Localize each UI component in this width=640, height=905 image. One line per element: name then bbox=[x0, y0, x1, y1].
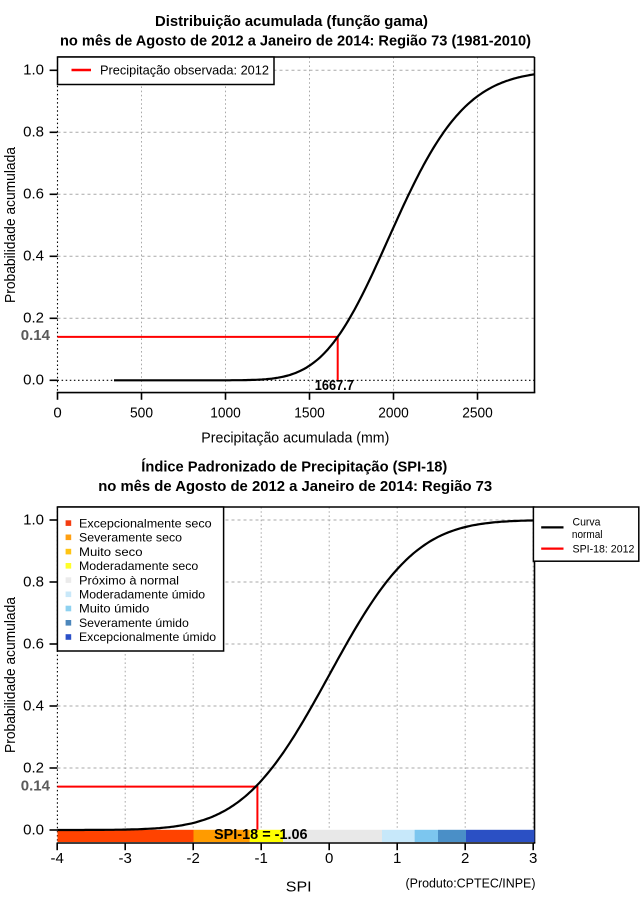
svg-text:1500: 1500 bbox=[294, 405, 325, 422]
svg-text:no mês de Agosto de 2012 a Jan: no mês de Agosto de 2012 a Janeiro de 20… bbox=[60, 33, 531, 50]
svg-text:3: 3 bbox=[529, 850, 537, 867]
svg-text:2: 2 bbox=[461, 850, 469, 867]
svg-text:Severamente úmido: Severamente úmido bbox=[79, 616, 189, 630]
svg-text:no mês de Agosto de 2012 a Jan: no mês de Agosto de 2012 a Janeiro de 20… bbox=[98, 478, 492, 495]
svg-text:Excepcionalmente úmido: Excepcionalmente úmido bbox=[79, 630, 216, 644]
svg-text:-4: -4 bbox=[51, 850, 64, 867]
svg-text:Moderadamente úmido: Moderadamente úmido bbox=[79, 588, 205, 602]
svg-text:Próximo à normal: Próximo à normal bbox=[79, 573, 179, 587]
svg-text:Probabilidade acumulada: Probabilidade acumulada bbox=[2, 146, 19, 303]
svg-text:Muito úmido: Muito úmido bbox=[79, 602, 150, 616]
svg-text:500: 500 bbox=[130, 405, 153, 422]
svg-text:0: 0 bbox=[53, 405, 61, 422]
svg-text:1667.7: 1667.7 bbox=[315, 377, 354, 394]
svg-text:0: 0 bbox=[325, 850, 333, 867]
svg-text:2500: 2500 bbox=[462, 405, 493, 422]
svg-text:0.0: 0.0 bbox=[23, 821, 44, 838]
svg-text:-1: -1 bbox=[255, 850, 268, 867]
svg-text:Curva: Curva bbox=[573, 517, 602, 529]
svg-text:1.0: 1.0 bbox=[23, 62, 44, 79]
svg-text:0.6: 0.6 bbox=[23, 186, 44, 203]
svg-text:Muito seco: Muito seco bbox=[79, 545, 143, 559]
svg-text:Probabilidade acumulada: Probabilidade acumulada bbox=[2, 596, 19, 753]
svg-text:0.0: 0.0 bbox=[23, 372, 44, 389]
svg-text:1: 1 bbox=[393, 850, 401, 867]
svg-text:0.2: 0.2 bbox=[23, 759, 44, 776]
svg-text:SPI-18: 2012: SPI-18: 2012 bbox=[573, 544, 635, 556]
svg-text:0.6: 0.6 bbox=[23, 635, 44, 652]
svg-text:-2: -2 bbox=[187, 850, 200, 867]
svg-text:0.4: 0.4 bbox=[23, 697, 44, 714]
svg-text:2000: 2000 bbox=[378, 405, 409, 422]
svg-text:Distribuição acumulada (função: Distribuição acumulada (função gama) bbox=[155, 13, 428, 30]
svg-text:Precipitação acumulada (mm): Precipitação acumulada (mm) bbox=[201, 430, 389, 447]
svg-text:1.0: 1.0 bbox=[23, 511, 44, 528]
svg-text:Severamente seco: Severamente seco bbox=[79, 531, 182, 545]
svg-text:-3: -3 bbox=[119, 850, 132, 867]
svg-text:SPI: SPI bbox=[286, 879, 312, 896]
svg-text:0.14: 0.14 bbox=[21, 327, 51, 344]
svg-text:0.14: 0.14 bbox=[21, 778, 51, 795]
svg-text:Precipitação observada: 2012: Precipitação observada: 2012 bbox=[100, 62, 269, 77]
svg-text:0.8: 0.8 bbox=[23, 573, 44, 590]
svg-text:Excepcionalmente seco: Excepcionalmente seco bbox=[79, 516, 212, 530]
svg-text:Moderadamente seco: Moderadamente seco bbox=[79, 559, 199, 573]
svg-text:1000: 1000 bbox=[210, 405, 241, 422]
svg-text:(Produto:CPTEC/INPE): (Produto:CPTEC/INPE) bbox=[406, 875, 536, 890]
svg-text:0.8: 0.8 bbox=[23, 124, 44, 141]
svg-text:Índice Padronizado de Precipit: Índice Padronizado de Precipitação (SPI-… bbox=[141, 459, 447, 476]
svg-text:0.2: 0.2 bbox=[23, 310, 44, 327]
svg-text:SPI-18 = -1.06: SPI-18 = -1.06 bbox=[214, 826, 308, 843]
svg-text:normal: normal bbox=[572, 529, 603, 541]
svg-text:0.4: 0.4 bbox=[23, 248, 44, 265]
